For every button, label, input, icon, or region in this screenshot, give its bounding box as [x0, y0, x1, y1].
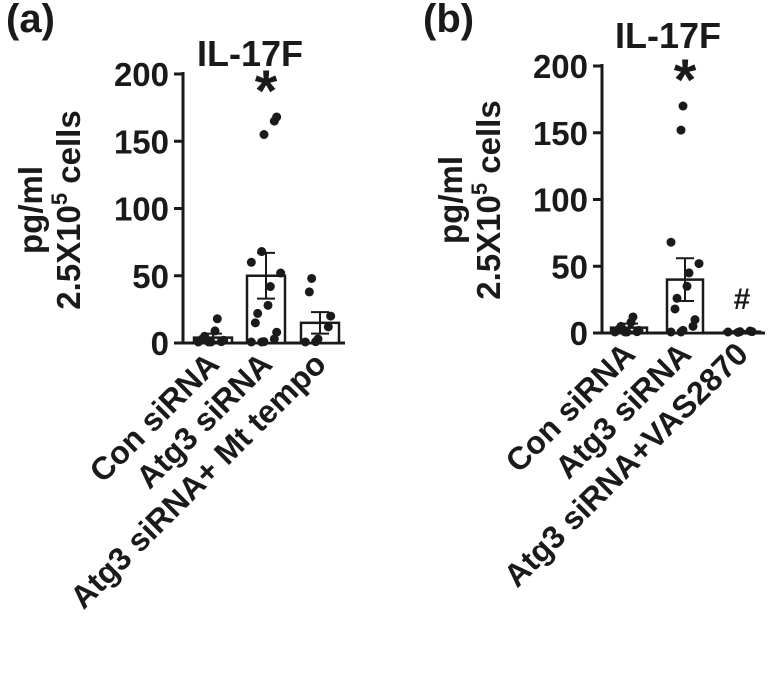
panel-b-significance-hash: # — [734, 283, 751, 316]
panel-a-data-point — [246, 337, 256, 347]
panel-b-ytick-label: 200 — [533, 48, 588, 85]
panel-b-data-point — [678, 325, 688, 335]
panel-a-data-point — [272, 327, 282, 337]
panel-a-data-point — [263, 300, 273, 310]
panel-b-data-point — [622, 327, 632, 337]
panel-b-ytick-label: 150 — [533, 115, 588, 152]
panel-a-ylabel-unit: pg/ml — [12, 166, 49, 254]
panel-b-data-point — [723, 327, 733, 337]
panel-b-significance-star: * — [674, 48, 697, 113]
panel-a-ylabel-suffix: cells — [50, 110, 87, 193]
panel-a-data-point — [210, 326, 220, 336]
panel-a-data-point — [257, 247, 267, 257]
panel-a-letter: (a) — [6, 0, 55, 41]
panel-b-ylabel-cells: 2.5X105 cells — [467, 100, 507, 299]
panel-a-data-point — [313, 334, 323, 344]
panel-a-data-point — [253, 308, 263, 318]
panel-b-data-point — [682, 281, 692, 291]
panel-b-ytick-label: 50 — [551, 248, 588, 285]
panel-a-data-point — [246, 257, 256, 267]
panel-b-ytick-label: 100 — [533, 182, 588, 219]
panel-a-data-point — [304, 287, 314, 297]
panel-a-title: IL-17F — [197, 33, 303, 74]
panel-b-ylabel-sup: 5 — [467, 183, 492, 195]
panel-a-data-point — [212, 314, 222, 324]
panel-a-data-point — [200, 331, 210, 341]
panel-b-data-point — [672, 293, 682, 303]
panel-a-ytick-label: 100 — [114, 191, 169, 228]
panel-a-data-point — [300, 337, 310, 347]
panel-a-data-point — [219, 335, 229, 345]
panel-a-ytick-label: 0 — [151, 325, 169, 362]
panel-b-data-point — [666, 327, 676, 337]
panel-a-ylabel-sup: 5 — [47, 193, 72, 205]
panel-a-data-point — [259, 337, 269, 347]
panel-a-ytick-label: 50 — [132, 258, 169, 295]
panel-b-data-point — [735, 327, 745, 337]
panel-a-ytick-label: 200 — [114, 56, 169, 93]
panel-b-data-point — [694, 259, 704, 269]
panel-b-ylabel-prefix: 2.5X10 — [470, 195, 507, 300]
panel-a-data-point — [323, 322, 333, 332]
panel-a-data-point — [206, 337, 216, 347]
panel-a-data-point — [265, 282, 275, 292]
panel-a-significance-star: * — [255, 59, 278, 124]
panel-a-data-point — [272, 112, 282, 122]
panel-b-data-point — [670, 304, 680, 314]
panel-b-data-point — [676, 125, 686, 135]
panel-a-ylabel-prefix: 2.5X10 — [50, 205, 87, 310]
panel-b-data-point — [616, 321, 626, 331]
panel-b-data-point — [628, 312, 638, 322]
panel-b-ylabel-suffix: cells — [470, 100, 507, 183]
panel-a-data-point — [326, 311, 336, 321]
panel-b-ylabel-unit: pg/ml — [432, 156, 469, 244]
panel-a-data-point — [250, 318, 260, 328]
panel-b-data-point — [666, 237, 676, 247]
panel-b-data-point — [678, 101, 688, 111]
panel-b-data-point — [747, 327, 757, 337]
panel-b-letter: (b) — [423, 0, 474, 41]
panel-b-title: IL-17F — [615, 15, 721, 56]
panel-a-ylabel-cells: 2.5X105 cells — [47, 110, 87, 309]
panel-b-data-point — [690, 315, 700, 325]
panel-a-ytick-label: 150 — [114, 123, 169, 160]
panel-a-data-point — [259, 130, 269, 140]
panel-b-data-point — [684, 268, 694, 278]
panel-a-data-point — [276, 268, 286, 278]
panel-b-ytick-label: 0 — [570, 315, 588, 352]
panel-a-data-point — [307, 273, 317, 283]
panel-b-data-point — [634, 325, 644, 335]
